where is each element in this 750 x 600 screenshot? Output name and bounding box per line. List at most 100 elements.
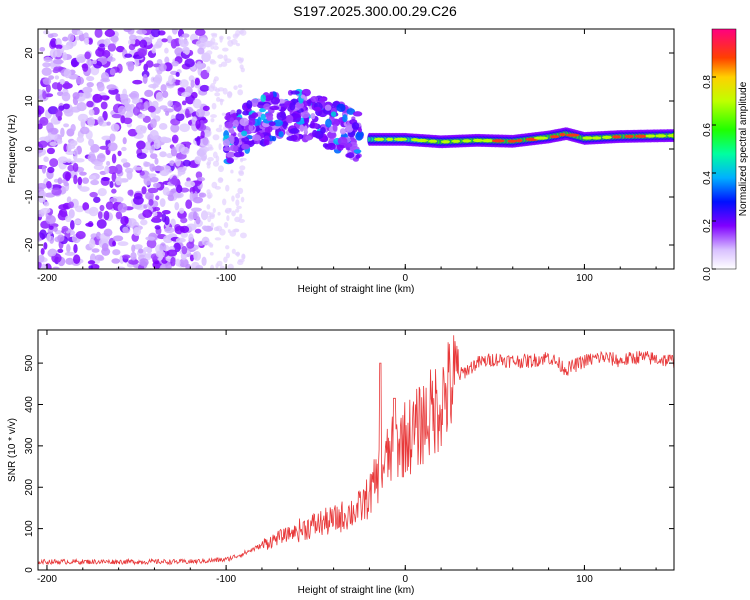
heatmap-cell (85, 222, 94, 227)
heatmap-cell (111, 113, 122, 119)
snr-y-tick-label: 500 (24, 354, 35, 371)
heatmap-cell (88, 109, 95, 116)
heatmap-cell (206, 50, 213, 56)
heatmap-cell (51, 82, 60, 90)
heatmap-cell (181, 245, 188, 255)
heatmap-cell (233, 85, 238, 90)
heatmap-cell (112, 249, 121, 256)
heatmap-cell (451, 139, 461, 143)
heatmap-cell (182, 159, 191, 167)
heatmap-cell (57, 156, 69, 164)
heatmap-cell (109, 180, 114, 188)
spectrogram-y-tick-label: 10 (24, 95, 35, 107)
spectrogram-x-tick-label: 100 (576, 273, 593, 284)
heatmap-cell (355, 132, 364, 141)
heatmap-cell (39, 46, 46, 52)
heatmap-cell (300, 111, 310, 119)
heatmap-cell (218, 177, 224, 182)
heatmap-cell (179, 79, 189, 88)
heatmap-cell (179, 225, 190, 234)
heatmap-cell (591, 136, 602, 140)
heatmap-cell (225, 184, 230, 192)
heatmap-cell (92, 93, 103, 103)
heatmap-cell (38, 190, 47, 198)
heatmap-cell (84, 51, 91, 60)
heatmap-cell (251, 134, 261, 141)
heatmap-cell (104, 165, 110, 174)
heatmap-cell (310, 120, 315, 129)
heatmap-cell (237, 178, 242, 182)
heatmap-cell (239, 117, 249, 127)
heatmap-cell (189, 191, 194, 202)
spectrogram-x-tick-label: 0 (402, 273, 408, 284)
heatmap-cell (127, 61, 135, 72)
heatmap-cell (225, 151, 236, 158)
heatmap-cell (97, 83, 105, 92)
colorbar-ticks: 0.0 0.2 0.4 0.6 0.8 (702, 75, 716, 281)
heatmap-cell (150, 118, 157, 129)
heatmap-cell (93, 196, 101, 203)
heatmap-cell (89, 175, 97, 180)
heatmap-cell (117, 241, 129, 247)
heatmap-cell (94, 254, 104, 261)
heatmap-cell (222, 139, 231, 147)
heatmap-cell (237, 187, 244, 195)
heatmap-cell (159, 168, 170, 177)
heatmap-cell (126, 218, 137, 227)
heatmap-cell (38, 123, 43, 130)
heatmap-cell (55, 109, 63, 119)
heatmap-cell (59, 208, 68, 218)
heatmap-cell (105, 201, 114, 210)
heatmap-cell (208, 85, 215, 92)
heatmap-cell (101, 135, 112, 141)
heatmap-cell (41, 67, 52, 76)
heatmap-cell (136, 152, 147, 159)
heatmap-cell (71, 106, 81, 113)
snr-frame (37, 329, 675, 571)
heatmap-cell (218, 143, 222, 151)
heatmap-cell (162, 187, 170, 196)
spectrogram-x-tick-label: -100 (216, 273, 236, 284)
heatmap-cell (138, 248, 144, 254)
heatmap-cell (89, 191, 98, 198)
heatmap-cell (159, 264, 167, 269)
heatmap-cell (121, 254, 131, 259)
heatmap-cell (223, 54, 228, 62)
heatmap-cell (62, 103, 70, 110)
heatmap-cell (47, 166, 55, 174)
heatmap-cell (86, 100, 94, 108)
snr-y-tick-label: 0 (24, 567, 35, 573)
heatmap-cell (229, 117, 235, 123)
heatmap-cell (148, 173, 157, 178)
heatmap-cell (141, 186, 147, 195)
heatmap-cell (101, 177, 110, 182)
heatmap-cell (49, 141, 58, 147)
heatmap-cell (46, 122, 54, 133)
heatmap-cell (178, 207, 185, 214)
heatmap-cell (559, 133, 566, 137)
heatmap-cell (73, 243, 78, 254)
heatmap-cell (214, 185, 221, 190)
heatmap-cell (179, 123, 190, 133)
heatmap-cell (352, 111, 363, 117)
heatmap-cell (93, 164, 105, 170)
heatmap-cell (159, 242, 166, 250)
heatmap-cell (229, 230, 237, 237)
heatmap-cell (196, 149, 205, 157)
heatmap-cell (270, 97, 281, 105)
heatmap-cell (159, 151, 167, 158)
heatmap-cell (94, 29, 103, 38)
heatmap-cell (229, 135, 235, 145)
heatmap-cell (667, 134, 674, 138)
heatmap-cell (491, 139, 505, 143)
heatmap-cell (164, 216, 170, 226)
heatmap-cell (278, 131, 284, 138)
heatmap-cell (48, 225, 54, 230)
heatmap-cell (170, 218, 176, 228)
heatmap-cell (171, 134, 179, 144)
heatmap-cell (41, 164, 47, 174)
heatmap-cell (109, 197, 118, 203)
heatmap-cell (310, 112, 316, 120)
heatmap-cell (154, 225, 161, 230)
heatmap-cell (582, 136, 593, 140)
